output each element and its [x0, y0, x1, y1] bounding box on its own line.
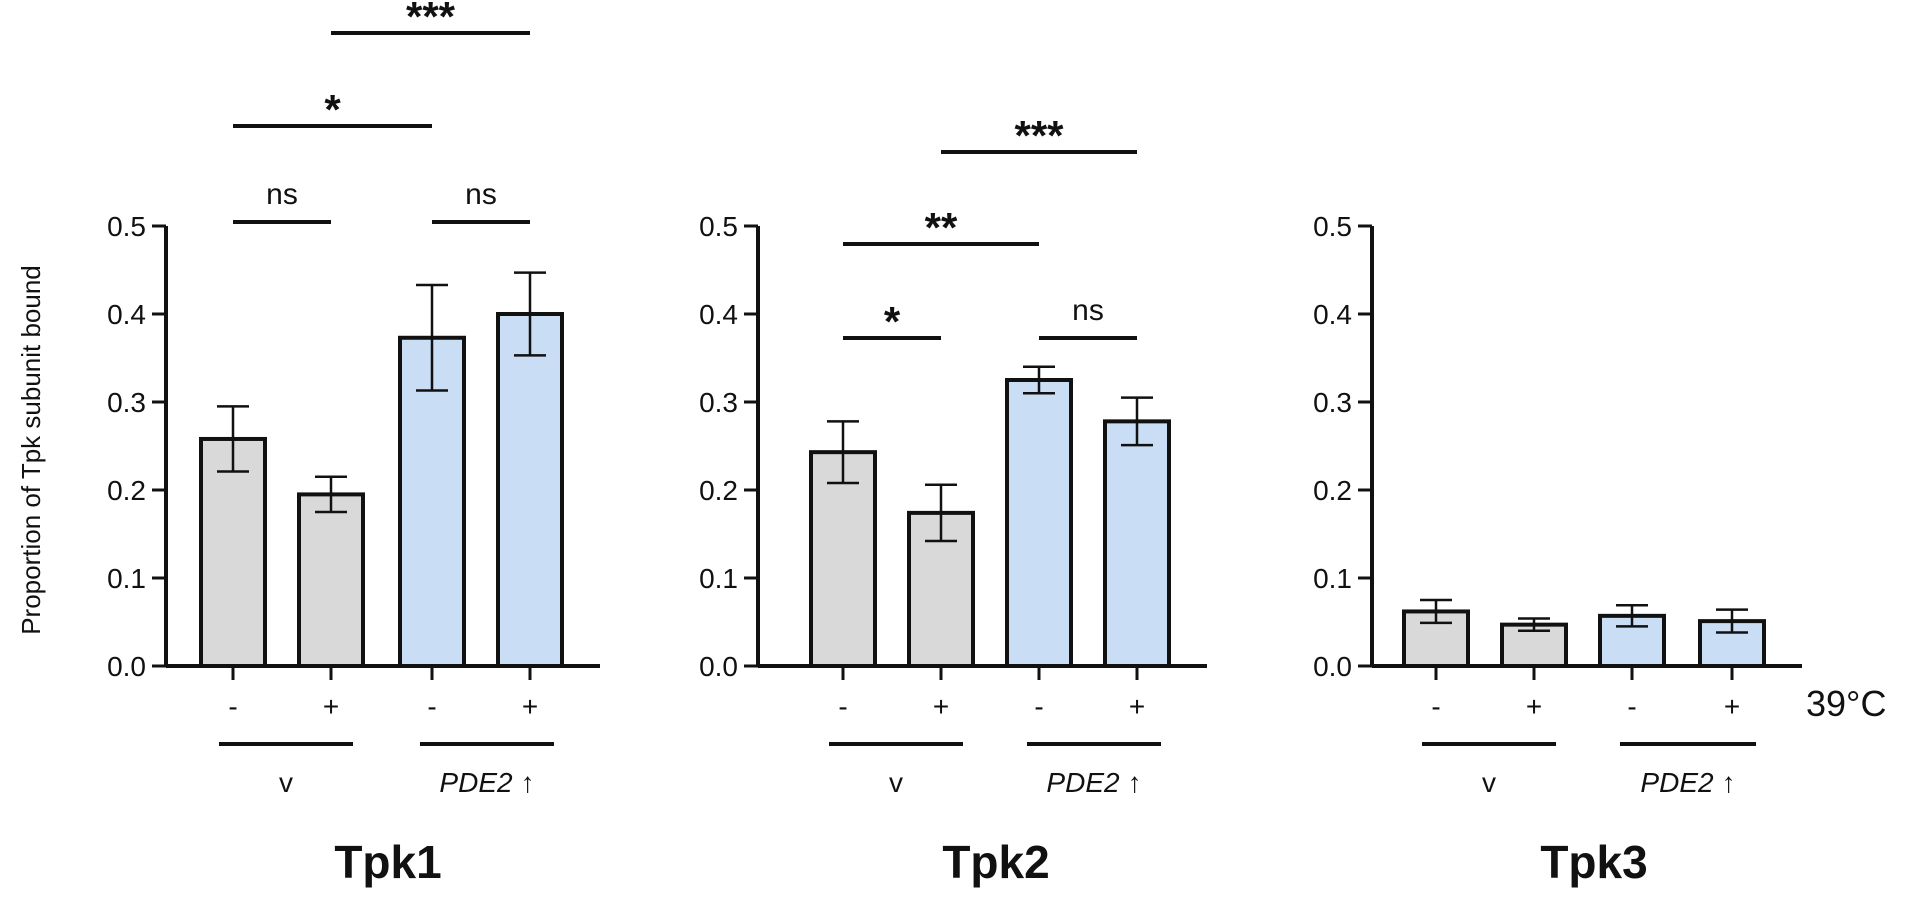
- condition-label: +: [323, 691, 339, 722]
- temperature-label: 39°C: [1806, 683, 1886, 724]
- panels: 0.00.10.20.30.40.5- + - +v PDE2 ↑ns ns****Tpk1…: [107, 0, 1802, 888]
- significance-label: ***: [406, 0, 456, 40]
- y-tick-label: 0.1: [1313, 563, 1352, 594]
- y-tick-label: 0.5: [699, 211, 738, 242]
- condition-label: +: [933, 691, 949, 722]
- y-tick-label: 0.0: [699, 651, 738, 682]
- condition-label: -: [427, 691, 436, 722]
- y-tick-label: 0.0: [107, 651, 146, 682]
- y-tick-label: 0.3: [107, 387, 146, 418]
- group-label-gene: PDE2: [1640, 767, 1714, 798]
- panel-title: Tpk3: [1540, 836, 1647, 888]
- group-label-pde2: PDE2 ↑: [1046, 767, 1141, 798]
- bar-4: [496, 312, 564, 668]
- y-tick-label: 0.4: [1313, 299, 1352, 330]
- condition-label: +: [1724, 691, 1740, 722]
- panel-title: Tpk1: [334, 836, 441, 888]
- group-label-pde2: PDE2 ↑: [1640, 767, 1735, 798]
- significance-label: **: [925, 204, 958, 251]
- condition-label: -: [228, 691, 237, 722]
- significance-label: ns: [266, 178, 298, 211]
- significance-label: ***: [1014, 112, 1064, 159]
- group-label-pde2: PDE2 ↑: [439, 767, 534, 798]
- condition-label: -: [838, 691, 847, 722]
- bar-4: [1103, 419, 1171, 668]
- bar-1: [199, 436, 267, 668]
- condition-label: -: [1431, 691, 1440, 722]
- y-tick-label: 0.4: [699, 299, 738, 330]
- significance-label: ns: [1072, 294, 1104, 327]
- y-tick-label: 0.2: [107, 475, 146, 506]
- y-tick-label: 0.4: [107, 299, 146, 330]
- y-tick-label: 0.3: [1313, 387, 1352, 418]
- y-axis-label: Proportion of Tpk subunit bound: [16, 265, 46, 635]
- group-label-vector: v: [1482, 767, 1496, 798]
- y-tick-label: 0.5: [1313, 211, 1352, 242]
- y-tick-label: 0.2: [699, 475, 738, 506]
- condition-label: +: [522, 691, 538, 722]
- bar-2: [297, 492, 365, 668]
- significance-label: *: [884, 298, 901, 345]
- condition-label: -: [1627, 691, 1636, 722]
- group-label-arrow: ↑: [1722, 767, 1736, 798]
- panel-title: Tpk2: [942, 836, 1049, 888]
- bar-3: [1005, 378, 1073, 668]
- y-tick-label: 0.1: [107, 563, 146, 594]
- condition-label: +: [1526, 691, 1542, 722]
- group-label-arrow: ↑: [521, 767, 535, 798]
- group-label-vector: v: [279, 767, 293, 798]
- y-tick-label: 0.2: [1313, 475, 1352, 506]
- panel-tpk2: 0.00.10.20.30.40.5- + - +v PDE2 ↑* ns*****Tpk2: [699, 112, 1207, 888]
- group-label-vector: v: [889, 767, 903, 798]
- y-tick-label: 0.5: [107, 211, 146, 242]
- y-tick-label: 0.3: [699, 387, 738, 418]
- condition-label: -: [1034, 691, 1043, 722]
- panel-tpk3: 0.0 0.1 0.2 0.3 0.4 0.5 - + - + v PDE2 ↑ Tpk3: [1313, 211, 1802, 888]
- group-label-gene: PDE2: [439, 767, 513, 798]
- significance-label: *: [324, 86, 341, 133]
- group-label-gene: PDE2: [1046, 767, 1120, 798]
- y-tick-label: 0.1: [699, 563, 738, 594]
- significance-label: ns: [465, 178, 497, 211]
- group-label-arrow: ↑: [1128, 767, 1142, 798]
- panel-tpk1: 0.00.10.20.30.40.5- + - +v PDE2 ↑ns ns****Tpk1: [107, 0, 600, 888]
- y-tick-label: 0.0: [1313, 651, 1352, 682]
- bar-1: [809, 450, 877, 668]
- condition-label: +: [1129, 691, 1145, 722]
